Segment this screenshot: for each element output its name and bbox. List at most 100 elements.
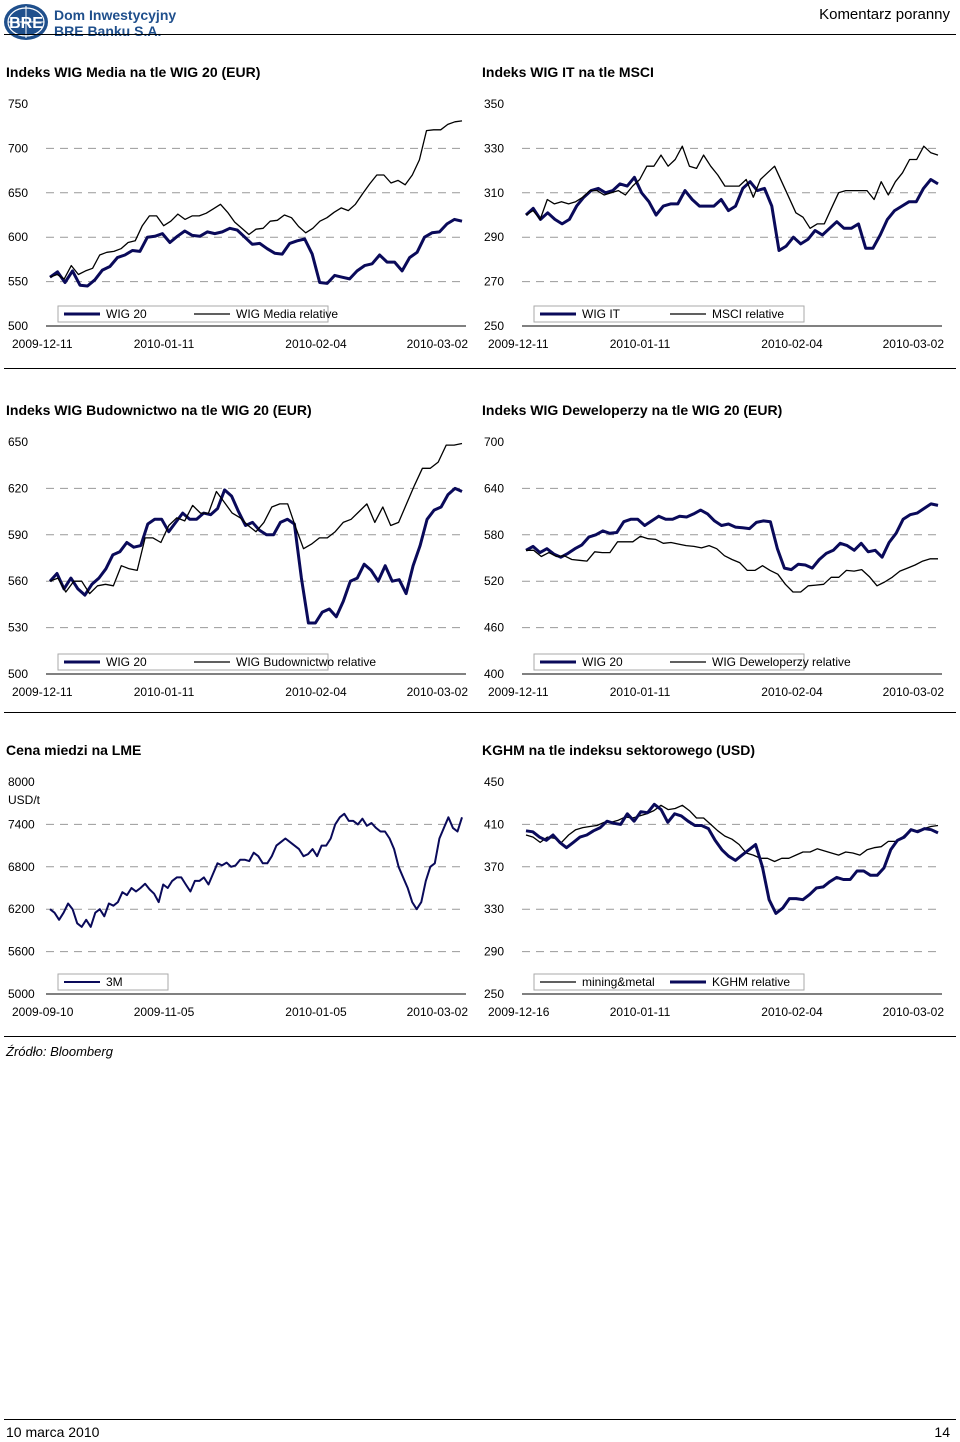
chart-panel-cena-miedzi: Cena miedzi na LME 8000 7400 6800 6200 5600 5… bbox=[6, 742, 474, 1034]
series-line bbox=[524, 175, 939, 252]
brand-logo: BRE Dom Inwestycyjny BRE Banku S.A. bbox=[2, 2, 202, 48]
x-tick-label: 2010-03-02 bbox=[407, 337, 469, 351]
x-tick-label: 2009-12-11 bbox=[488, 685, 549, 699]
y-tick-label: 6200 bbox=[8, 902, 35, 916]
header-divider bbox=[4, 34, 956, 35]
x-tick-label: 2010-01-11 bbox=[610, 337, 671, 351]
series-line bbox=[48, 486, 463, 625]
x-tick-label: 2009-12-11 bbox=[488, 337, 549, 351]
x-tick-label: 2009-12-11 bbox=[12, 337, 73, 351]
y-tick-label: 8000 bbox=[8, 775, 35, 789]
x-tick-label: 2010-03-02 bbox=[883, 1005, 945, 1019]
y-tick-label: 330 bbox=[484, 902, 504, 916]
x-tick-label: 2010-03-02 bbox=[407, 685, 469, 699]
y-tick-label: 600 bbox=[8, 230, 28, 244]
y-tick-label: 270 bbox=[484, 275, 504, 289]
chart-title: Cena miedzi na LME bbox=[6, 742, 142, 758]
y-tick-label: 290 bbox=[484, 945, 504, 959]
y-tick-label: 370 bbox=[484, 860, 504, 874]
chart-title: Indeks WIG Deweloperzy na tle WIG 20 (EU… bbox=[482, 402, 783, 418]
legend-label: WIG Deweloperzy relative bbox=[712, 655, 851, 669]
report-date: 10 marca 2010 bbox=[6, 1424, 100, 1440]
x-tick-label: 2010-02-04 bbox=[761, 1005, 823, 1019]
legend-label: mining&metal bbox=[582, 975, 655, 989]
x-tick-label: 2010-02-04 bbox=[285, 337, 347, 351]
legend-label: KGHM relative bbox=[712, 975, 790, 989]
brand-logo-graphic: BRE Dom Inwestycyjny BRE Banku S.A. bbox=[4, 4, 176, 40]
legend-label: WIG Budownictwo relative bbox=[236, 655, 376, 669]
y-tick-label: 530 bbox=[8, 621, 28, 635]
section-divider bbox=[4, 1036, 956, 1037]
legend-label: WIG 20 bbox=[106, 307, 147, 321]
page-number: 14 bbox=[934, 1424, 950, 1440]
x-tick-label: 2010-02-04 bbox=[761, 337, 823, 351]
y-tick-label: 290 bbox=[484, 230, 504, 244]
chart-title: Indeks WIG IT na tle MSCI bbox=[482, 64, 654, 80]
y-tick-label: 500 bbox=[8, 667, 28, 681]
chart-title: KGHM na tle indeksu sektorowego (USD) bbox=[482, 742, 756, 758]
legend-box bbox=[533, 653, 805, 671]
y-unit-label: USD/t bbox=[8, 793, 41, 807]
chart-panel-wig-media: Indeks WIG Media na tle WIG 20 (EUR) 750… bbox=[6, 64, 474, 364]
y-tick-label: 590 bbox=[8, 528, 28, 542]
y-tick-label: 310 bbox=[484, 186, 504, 200]
y-tick-label: 250 bbox=[484, 987, 504, 1001]
y-tick-label: 700 bbox=[8, 141, 28, 155]
x-tick-label: 2010-03-02 bbox=[883, 685, 945, 699]
source-note: Źródło: Bloomberg bbox=[6, 1044, 113, 1059]
report-type: Komentarz poranny bbox=[819, 6, 950, 23]
y-tick-label: 350 bbox=[484, 97, 504, 111]
y-tick-label: 500 bbox=[8, 319, 28, 333]
y-tick-label: 460 bbox=[484, 621, 504, 635]
y-tick-label: 5600 bbox=[8, 945, 35, 959]
y-tick-label: 650 bbox=[8, 435, 28, 449]
section-divider bbox=[4, 712, 956, 713]
y-tick-label: 550 bbox=[8, 275, 28, 289]
brand-name-line2: BRE Banku S.A. bbox=[54, 23, 161, 39]
y-tick-label: 580 bbox=[484, 528, 504, 542]
y-tick-label: 620 bbox=[8, 481, 28, 495]
y-tick-label: 750 bbox=[8, 97, 28, 111]
logo-letters: BRE bbox=[9, 15, 43, 32]
x-tick-label: 2010-01-11 bbox=[610, 685, 671, 699]
legend-box bbox=[57, 305, 329, 323]
x-tick-label: 2010-03-02 bbox=[407, 1005, 469, 1019]
legend-box bbox=[533, 973, 805, 991]
chart-wig-deweloperzy: 700 640 580 520 460 400 2009-12-11 2010-01-11 20… bbox=[484, 435, 945, 699]
series-line bbox=[526, 535, 938, 593]
legend-label: WIG 20 bbox=[582, 655, 623, 669]
x-tick-label: 2009-12-16 bbox=[488, 1005, 550, 1019]
legend-box bbox=[57, 973, 169, 991]
x-tick-label: 2010-01-11 bbox=[610, 1005, 671, 1019]
chart-title: Indeks WIG Budownictwo na tle WIG 20 (EU… bbox=[6, 402, 312, 418]
legend-box bbox=[533, 305, 805, 323]
brand-name-line1: Dom Inwestycyjny bbox=[54, 7, 176, 23]
x-tick-label: 2009-09-10 bbox=[12, 1005, 74, 1019]
chart-title: Indeks WIG Media na tle WIG 20 (EUR) bbox=[6, 64, 261, 80]
y-tick-label: 330 bbox=[484, 141, 504, 155]
x-tick-label: 2010-02-04 bbox=[285, 685, 347, 699]
section-divider bbox=[4, 368, 956, 369]
y-tick-label: 520 bbox=[484, 574, 504, 588]
legend-label: WIG 20 bbox=[106, 655, 147, 669]
series-line bbox=[525, 145, 939, 229]
legend-label: WIG Media relative bbox=[236, 307, 338, 321]
series-line bbox=[525, 502, 939, 572]
chart-kghm: 450 410 370 330 290 250 2009-12-16 2010-01-11 20… bbox=[484, 775, 945, 1019]
y-tick-label: 650 bbox=[8, 186, 28, 200]
chart-wig-budownictwo: 650 620 590 560 530 500 2009-12-11 2010-01-11 20… bbox=[8, 435, 469, 699]
series-line bbox=[49, 217, 463, 288]
y-tick-label: 450 bbox=[484, 775, 504, 789]
footer-divider bbox=[4, 1419, 956, 1420]
series-line bbox=[525, 804, 939, 863]
x-tick-label: 2009-11-05 bbox=[134, 1005, 195, 1019]
y-tick-label: 250 bbox=[484, 319, 504, 333]
y-tick-label: 5000 bbox=[8, 987, 35, 1001]
y-tick-label: 6800 bbox=[8, 860, 35, 874]
legend-label: MSCI relative bbox=[712, 307, 784, 321]
legend-label: 3M bbox=[106, 975, 123, 989]
chart-panel-wig-deweloperzy: Indeks WIG Deweloperzy na tle WIG 20 (EU… bbox=[482, 402, 950, 712]
y-tick-label: 7400 bbox=[8, 817, 35, 831]
x-tick-label: 2010-02-04 bbox=[761, 685, 823, 699]
y-tick-label: 410 bbox=[484, 817, 504, 831]
